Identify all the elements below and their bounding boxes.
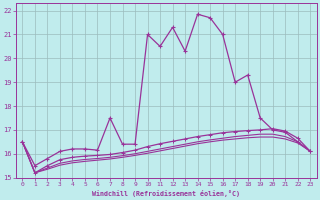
X-axis label: Windchill (Refroidissement éolien,°C): Windchill (Refroidissement éolien,°C) <box>92 190 240 197</box>
